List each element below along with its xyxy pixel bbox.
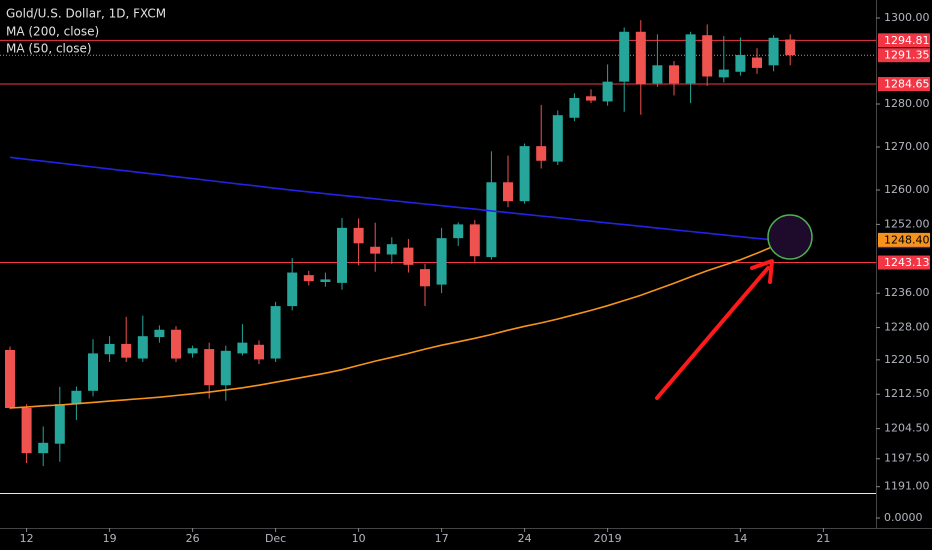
highlight-circle	[767, 214, 813, 260]
candle-body	[337, 227, 347, 283]
y-tick-label: 1270.00	[884, 140, 930, 153]
candle-body	[104, 343, 115, 355]
price-badge	[878, 232, 930, 247]
candle-body	[237, 342, 248, 354]
candle-body	[287, 272, 298, 307]
candle-body	[735, 54, 746, 72]
plot-area: 12 19 26 Dec 10 17 24 2019 14 21	[0, 20, 876, 545]
price-badge-label: 1284.65	[884, 78, 930, 91]
price-axis: 1300.00 1280.00 1270.00 1260.00 1252.00 1236.…	[876, 11, 930, 524]
x-tick-label: 14	[733, 532, 747, 545]
y-tick-label: 1220.50	[884, 353, 930, 366]
y-tick-label: 1191.00	[884, 480, 930, 493]
candle-body	[171, 329, 181, 359]
price-badge	[878, 255, 930, 270]
candle-body	[220, 350, 231, 386]
price-badge	[878, 77, 930, 92]
candle-body	[486, 182, 497, 258]
price-badge	[878, 33, 930, 48]
price-badge	[878, 48, 930, 63]
x-tick-label: 12	[20, 532, 34, 545]
legend-entry: MA (50, close)	[6, 42, 92, 56]
x-tick-label: 17	[435, 532, 449, 545]
x-tick-label: 2019	[594, 532, 622, 545]
y-tick-label: 1197.50	[884, 452, 930, 465]
y-tick-label: 0.0000	[884, 511, 923, 524]
candle-body	[320, 279, 331, 283]
candle-body	[137, 336, 148, 359]
price-badge-label: 1291.35	[884, 49, 930, 62]
candle-body	[21, 407, 32, 454]
y-tick-label: 1212.50	[884, 387, 930, 400]
candle-body	[469, 224, 480, 257]
x-tick-label: 21	[816, 532, 830, 545]
candle-body	[569, 97, 580, 118]
candle-body	[718, 69, 729, 78]
candle-body	[370, 246, 381, 254]
candle-body	[586, 96, 596, 101]
candle-body	[536, 146, 547, 161]
y-tick-label: 1252.00	[884, 217, 930, 230]
arrow-head	[750, 259, 774, 284]
x-tick-label: 10	[352, 532, 366, 545]
y-tick-label: 1300.00	[884, 11, 930, 24]
candle-body	[453, 224, 464, 239]
moving-average-line	[9, 239, 791, 409]
candle-body	[71, 390, 82, 405]
x-tick-label: 19	[103, 532, 117, 545]
x-tick-label: 24	[518, 532, 532, 545]
candle-body	[552, 115, 563, 162]
candle-body	[386, 244, 397, 255]
candle-body	[669, 65, 679, 84]
candle-body	[619, 31, 630, 82]
candle-body	[702, 35, 713, 77]
candle-body	[54, 404, 65, 444]
candle-body	[635, 31, 646, 85]
candle-body	[270, 306, 281, 359]
candle-body	[353, 227, 364, 244]
x-tick-label: Dec	[265, 532, 286, 545]
candle-body	[5, 349, 15, 408]
y-tick-label: 1204.50	[884, 422, 930, 435]
price-badge-label: 1243.13	[884, 256, 930, 269]
candle-body	[503, 182, 513, 202]
candle-body	[602, 81, 613, 102]
legend-entry: MA (200, close)	[6, 25, 99, 39]
candle-body	[420, 269, 430, 287]
candle-body	[38, 442, 49, 454]
y-tick-label: 1280.00	[884, 97, 930, 110]
y-tick-label: 1260.00	[884, 183, 930, 196]
chart-title: Gold/U.S. Dollar, 1D, FXCM	[6, 7, 166, 21]
moving-average-line	[9, 156, 791, 242]
candle-body	[254, 344, 264, 360]
candle-body	[768, 37, 779, 66]
candle-body	[204, 349, 215, 386]
candle-body	[652, 65, 663, 84]
candle-body	[187, 348, 198, 354]
x-tick-label: 26	[186, 532, 200, 545]
candle-body	[121, 343, 132, 358]
candle-body	[785, 39, 796, 56]
y-tick-label: 1228.00	[884, 321, 930, 334]
candle-body	[752, 57, 762, 68]
price-badge-label: 1248.40	[884, 233, 930, 246]
candle-body	[403, 247, 414, 265]
candle-body	[303, 275, 314, 282]
y-tick-label: 1236.00	[884, 286, 930, 299]
arrow-shaft	[655, 266, 770, 400]
candle-body	[88, 353, 98, 391]
candle-body	[519, 146, 530, 202]
candle-body	[685, 34, 696, 84]
price-badge-label: 1294.81	[884, 34, 930, 47]
candle-body	[154, 329, 165, 338]
candle-body	[436, 238, 447, 285]
